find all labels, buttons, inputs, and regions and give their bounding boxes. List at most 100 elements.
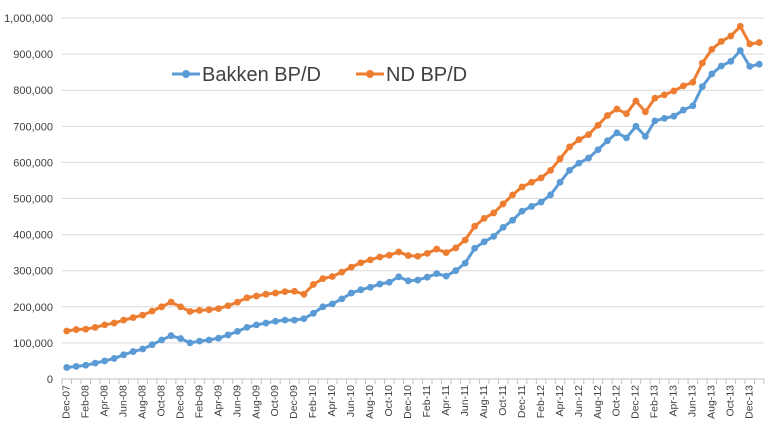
data-point-nd-bp-d — [480, 214, 488, 222]
x-tick-label: Jun-10 — [345, 385, 357, 417]
x-tick-label: Dec-09 — [288, 385, 300, 419]
data-point-bakken-bp-d — [357, 286, 365, 294]
data-point-bakken-bp-d — [452, 267, 460, 275]
data-point-bakken-bp-d — [385, 278, 393, 286]
data-point-bakken-bp-d — [177, 335, 184, 342]
data-point-nd-bp-d — [670, 87, 678, 95]
data-point-bakken-bp-d — [708, 70, 716, 78]
data-point-bakken-bp-d — [101, 357, 109, 365]
data-point-nd-bp-d — [148, 307, 156, 315]
data-point-bakken-bp-d — [509, 216, 517, 224]
y-tick-label: 400,000 — [13, 230, 53, 242]
x-tick-label: Dec-10 — [402, 385, 414, 419]
data-point-bakken-bp-d — [300, 315, 308, 323]
data-point-nd-bp-d — [499, 200, 507, 208]
x-tick-label: Feb-08 — [79, 385, 91, 418]
x-tick-label: Jun-09 — [231, 385, 243, 417]
data-point-nd-bp-d — [423, 249, 431, 257]
data-point-bakken-bp-d — [679, 106, 687, 114]
data-point-nd-bp-d — [679, 82, 687, 90]
data-point-bakken-bp-d — [689, 102, 697, 110]
x-tick-label: Apr-09 — [212, 385, 224, 417]
data-point-nd-bp-d — [566, 143, 573, 151]
x-tick-label: Apr-10 — [326, 385, 338, 417]
data-point-nd-bp-d — [205, 306, 213, 314]
legend-swatch-marker-nd — [366, 70, 374, 78]
data-point-nd-bp-d — [404, 252, 412, 259]
series-group — [63, 22, 763, 371]
y-tick-label: 600,000 — [13, 157, 53, 169]
data-point-bakken-bp-d — [594, 146, 602, 154]
data-point-bakken-bp-d — [660, 114, 668, 122]
x-tick-label: Apr-12 — [554, 385, 566, 417]
x-tick-label: Aug-11 — [478, 385, 490, 418]
data-point-nd-bp-d — [82, 325, 90, 333]
y-tick-label: 300,000 — [13, 266, 53, 278]
data-point-nd-bp-d — [63, 327, 71, 335]
x-tick-label: Oct-09 — [269, 385, 281, 417]
data-point-bakken-bp-d — [129, 348, 137, 355]
data-point-nd-bp-d — [736, 22, 744, 30]
data-point-bakken-bp-d — [82, 361, 90, 369]
data-point-bakken-bp-d — [91, 359, 99, 367]
legend: Bakken BP/D ND BP/D — [172, 64, 467, 86]
data-point-bakken-bp-d — [338, 295, 346, 303]
data-point-nd-bp-d — [272, 289, 279, 297]
data-point-bakken-bp-d — [215, 334, 222, 342]
data-point-bakken-bp-d — [395, 273, 403, 281]
data-point-bakken-bp-d — [746, 62, 754, 70]
x-tick-label: Apr-08 — [98, 385, 110, 417]
data-point-bakken-bp-d — [698, 83, 706, 90]
legend-swatch-marker-bakken — [182, 70, 190, 78]
data-point-nd-bp-d — [414, 252, 422, 260]
data-point-bakken-bp-d — [158, 336, 166, 344]
x-tick-label: Apr-13 — [668, 385, 680, 417]
x-tick-label: Feb-11 — [421, 385, 433, 418]
data-point-bakken-bp-d — [433, 270, 441, 277]
data-point-nd-bp-d — [717, 38, 725, 45]
data-point-nd-bp-d — [433, 245, 441, 253]
data-point-nd-bp-d — [613, 105, 621, 113]
data-point-nd-bp-d — [215, 305, 222, 313]
data-point-bakken-bp-d — [110, 355, 118, 362]
data-point-bakken-bp-d — [404, 277, 412, 285]
data-point-nd-bp-d — [262, 290, 270, 298]
data-point-nd-bp-d — [291, 287, 298, 295]
data-point-nd-bp-d — [585, 131, 592, 139]
data-point-nd-bp-d — [338, 268, 346, 276]
data-point-nd-bp-d — [642, 108, 649, 116]
data-point-bakken-bp-d — [547, 191, 554, 199]
data-point-nd-bp-d — [196, 307, 203, 314]
data-point-nd-bp-d — [243, 294, 251, 302]
data-point-bakken-bp-d — [585, 154, 592, 162]
data-point-nd-bp-d — [575, 136, 583, 144]
data-point-bakken-bp-d — [414, 276, 422, 284]
data-point-nd-bp-d — [167, 298, 175, 306]
data-point-nd-bp-d — [556, 155, 564, 163]
x-tick-label: Oct-11 — [497, 385, 509, 416]
data-point-bakken-bp-d — [63, 364, 71, 371]
data-point-nd-bp-d — [91, 323, 99, 331]
data-point-nd-bp-d — [698, 59, 706, 67]
data-point-bakken-bp-d — [528, 203, 535, 210]
data-point-bakken-bp-d — [623, 134, 630, 142]
data-point-nd-bp-d — [537, 174, 545, 182]
data-point-bakken-bp-d — [461, 259, 469, 267]
data-point-bakken-bp-d — [471, 244, 479, 252]
data-point-nd-bp-d — [376, 253, 384, 261]
x-tick-label: Jun-12 — [573, 385, 585, 417]
y-tick-label: 100,000 — [13, 338, 53, 350]
data-point-nd-bp-d — [490, 209, 498, 217]
data-point-nd-bp-d — [594, 121, 602, 129]
x-tick-label: Dec-08 — [174, 385, 186, 419]
data-point-nd-bp-d — [328, 273, 336, 280]
data-point-bakken-bp-d — [167, 332, 175, 340]
x-tick-label: Oct-13 — [725, 385, 737, 417]
data-point-nd-bp-d — [547, 166, 554, 174]
y-tick-label: 500,000 — [13, 194, 53, 206]
data-point-bakken-bp-d — [262, 319, 270, 327]
data-point-bakken-bp-d — [717, 62, 725, 70]
data-point-nd-bp-d — [442, 249, 450, 257]
data-point-nd-bp-d — [366, 256, 374, 264]
